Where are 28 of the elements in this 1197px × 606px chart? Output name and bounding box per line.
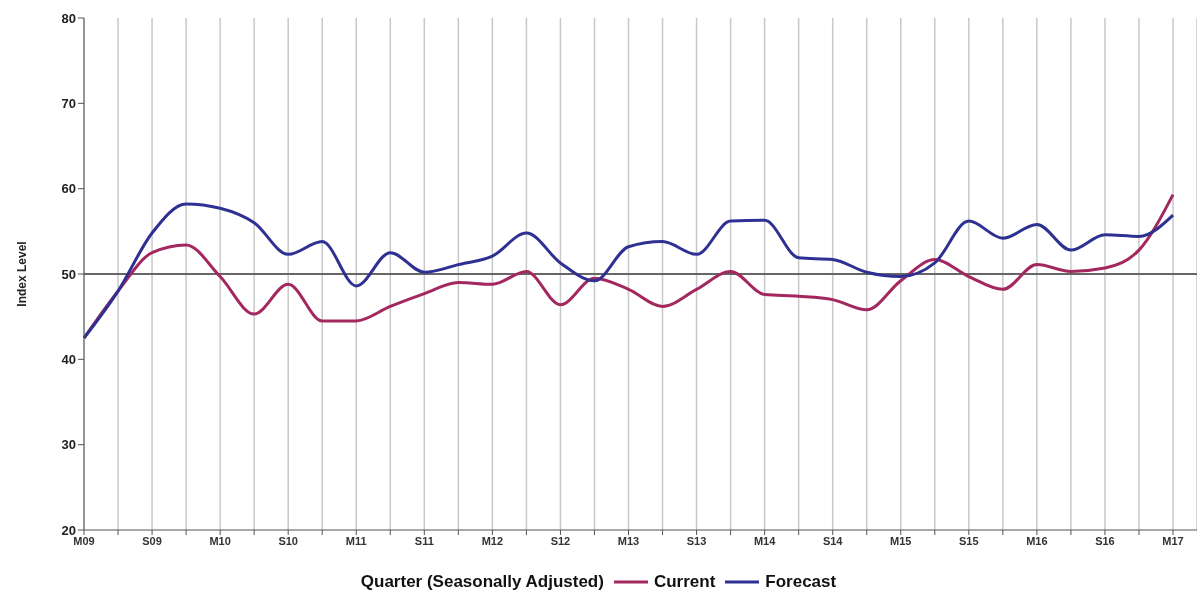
x-tick-label: S11 [414,534,434,547]
y-tick-label: 50 [61,266,76,282]
x-tick-label: M13 [617,534,640,547]
x-tick-label: S10 [278,534,298,547]
y-tick-label: 20 [61,522,76,538]
x-tick-label: S12 [550,534,571,547]
x-tick-label: S14 [822,534,844,547]
y-tick-label: 70 [61,95,76,111]
y-tick-label: 60 [61,181,76,197]
x-axis-title: Quarter (Seasonally Adjusted) [360,572,604,592]
x-tick-label: M17 [1162,534,1184,547]
y-tick-label: 40 [61,351,76,367]
x-tick-label: M14 [753,534,777,547]
x-tick-label: M16 [1026,534,1048,547]
legend-label: Forecast [765,572,837,592]
x-tick-label: S16 [1095,534,1115,547]
x-tick-label: S09 [142,534,162,547]
x-tick-label: M12 [481,534,504,547]
x-tick-label: M15 [890,534,912,547]
y-tick-label: 80 [61,10,76,26]
y-axis-title: Index Level [15,241,30,307]
y-tick-label: 30 [61,437,76,453]
legend-label: Current [653,572,716,592]
x-tick-label: M09 [73,534,95,547]
x-tick-label: M10 [209,534,231,547]
x-tick-label: S13 [686,534,707,547]
x-tick-label: M11 [345,534,367,547]
x-tick-label: S15 [959,534,979,547]
